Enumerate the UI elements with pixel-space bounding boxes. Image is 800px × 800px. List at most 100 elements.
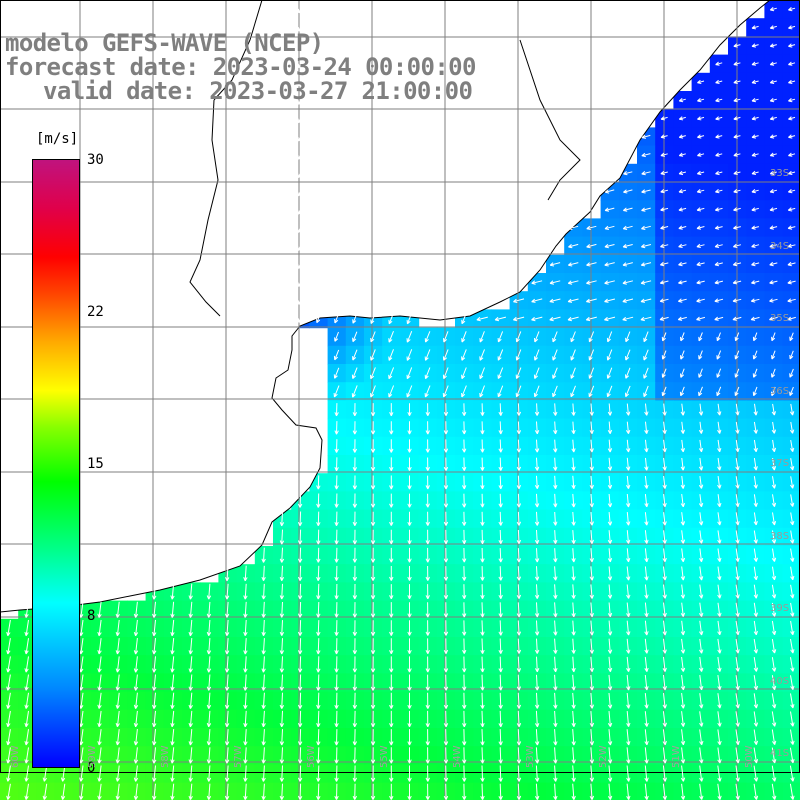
wind-vector (589, 421, 594, 435)
wind-vector (753, 584, 758, 599)
wind-vector (771, 675, 777, 691)
wind-vector (589, 548, 594, 563)
wind-vector (24, 710, 29, 728)
wind-vector (644, 566, 649, 581)
wind-vector (224, 783, 230, 800)
wind-vector (133, 783, 139, 800)
wind-vector (769, 152, 777, 157)
wind-vector (533, 385, 540, 398)
wind-vector (389, 620, 394, 636)
wind-vector (370, 475, 376, 490)
wind-vector (334, 565, 339, 581)
wind-vector (588, 385, 595, 398)
wind-vector (462, 656, 467, 673)
wind-vector (425, 565, 430, 581)
wind-vector (443, 584, 449, 600)
wind-vector (297, 511, 303, 527)
wind-vector (516, 747, 522, 764)
wind-vector (753, 638, 758, 654)
wind-vector (607, 711, 613, 727)
wind-vector (662, 711, 667, 727)
wind-vector (516, 674, 522, 691)
wind-vector (789, 747, 795, 764)
wind-vector (788, 25, 796, 30)
wind-vector (261, 656, 266, 673)
wind-vector (604, 316, 616, 322)
wind-vector (622, 207, 633, 212)
wind-vector (516, 529, 522, 545)
wind-vector (607, 656, 613, 673)
wind-vector (298, 23, 303, 32)
wind-vector (516, 765, 522, 782)
wind-vector (662, 747, 667, 764)
wind-vector (516, 421, 522, 435)
wind-vector (769, 261, 778, 267)
wind-vector (279, 638, 285, 655)
wind-vector (261, 765, 266, 782)
wind-vector (480, 692, 485, 709)
wind-vector (370, 783, 376, 800)
wind-vector (717, 783, 722, 800)
wind-vector (662, 475, 667, 489)
wind-vector (771, 783, 777, 800)
wind-vector (188, 747, 193, 764)
lon-label-57w: 57W (233, 745, 244, 768)
wind-vector (406, 331, 413, 343)
wind-vector (516, 692, 522, 709)
wind-vector (660, 170, 668, 176)
wind-vector (462, 710, 467, 728)
wind-vector (516, 729, 522, 746)
wind-vector (553, 674, 558, 691)
wind-vector (714, 207, 723, 212)
wind-vector (370, 439, 376, 453)
wind-vector (425, 710, 430, 728)
wind-vector (334, 729, 339, 746)
wind-vector (571, 530, 576, 544)
wind-vector (735, 729, 740, 746)
wind-vector (571, 692, 576, 709)
wind-vector (334, 765, 339, 782)
wind-vector (644, 457, 649, 471)
wind-vector (462, 783, 467, 800)
wind-vector (297, 710, 303, 728)
wind-vector (534, 493, 540, 508)
wind-vector (152, 619, 157, 637)
wind-vector (662, 512, 667, 526)
wind-vector (316, 41, 321, 50)
wind-vector (571, 475, 576, 490)
wind-vector (315, 168, 321, 178)
wind-vector (698, 512, 704, 526)
wind-vector (622, 298, 634, 303)
wind-vector (567, 298, 579, 303)
wind-vector (644, 548, 649, 563)
wind-vector (334, 710, 339, 728)
wind-vector (462, 747, 467, 764)
wind-vector (588, 331, 595, 343)
wind-vector (261, 619, 266, 637)
wind-vector (461, 403, 467, 416)
wind-vector (589, 602, 594, 618)
wind-vector (659, 261, 669, 267)
wind-vector (662, 602, 667, 618)
wind-vector (516, 457, 522, 471)
wind-vector (261, 277, 267, 288)
wind-vector (790, 566, 795, 581)
wind-vector (6, 765, 11, 782)
wind-vector (297, 222, 303, 233)
wind-vector (752, 386, 758, 397)
wind-vector (716, 386, 722, 397)
wind-vector (498, 511, 503, 526)
wind-vector (297, 529, 303, 545)
wind-vector (225, 565, 230, 582)
wind-vector (662, 421, 667, 434)
wind-vector (297, 583, 303, 600)
wind-vector (243, 674, 248, 691)
wind-vector (297, 547, 303, 563)
wind-vector (6, 747, 11, 764)
wind-vector (243, 656, 248, 673)
wind-vector (789, 530, 795, 544)
wind-vector (279, 240, 285, 251)
wind-vector (641, 207, 651, 212)
wind-vector (662, 656, 667, 672)
wind-vector (753, 548, 758, 562)
